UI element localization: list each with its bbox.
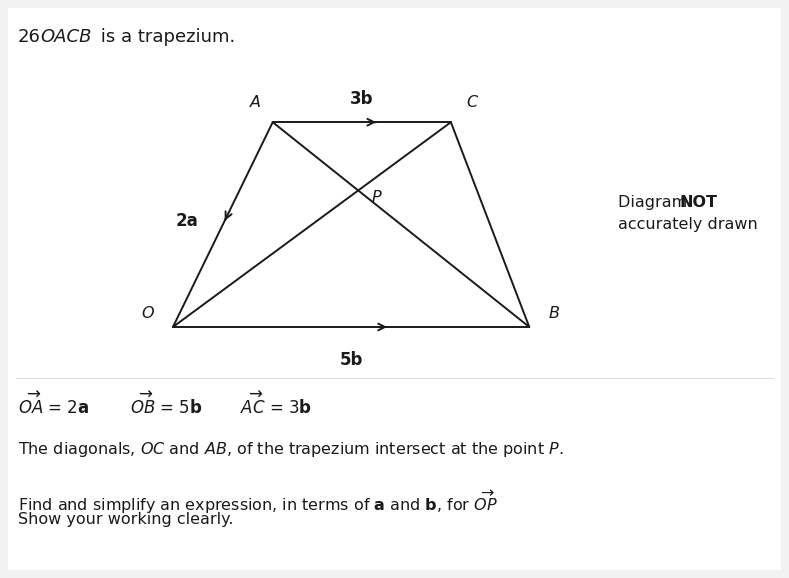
Text: The diagonals, $OC$ and $AB$, of the trapezium intersect at the point $P$.: The diagonals, $OC$ and $AB$, of the tra… xyxy=(18,440,563,459)
Text: B: B xyxy=(548,306,559,321)
Text: P: P xyxy=(372,190,381,205)
Text: 3b: 3b xyxy=(350,90,373,108)
Text: Show your working clearly.: Show your working clearly. xyxy=(18,512,234,527)
Text: $\overrightarrow{AC}$ = 3$\mathbf{b}$: $\overrightarrow{AC}$ = 3$\mathbf{b}$ xyxy=(240,392,312,418)
Text: Find and simplify an expression, in terms of $\mathbf{a}$ and $\mathbf{b}$, for : Find and simplify an expression, in term… xyxy=(18,488,498,516)
Text: A: A xyxy=(249,95,260,110)
Text: is a trapezium.: is a trapezium. xyxy=(95,28,235,46)
Text: OACB: OACB xyxy=(40,28,92,46)
Text: C: C xyxy=(466,95,478,110)
Text: 2a: 2a xyxy=(176,212,199,230)
Text: $\overrightarrow{OA}$ = 2$\mathbf{a}$: $\overrightarrow{OA}$ = 2$\mathbf{a}$ xyxy=(18,392,89,418)
Text: Diagram: Diagram xyxy=(618,195,693,210)
Text: accurately drawn: accurately drawn xyxy=(618,217,757,232)
Text: O: O xyxy=(142,306,155,321)
Text: 26: 26 xyxy=(18,28,41,46)
Text: $\overrightarrow{OB}$ = 5$\mathbf{b}$: $\overrightarrow{OB}$ = 5$\mathbf{b}$ xyxy=(130,392,203,418)
Text: NOT: NOT xyxy=(680,195,718,210)
Text: 5b: 5b xyxy=(339,351,363,369)
FancyBboxPatch shape xyxy=(8,8,781,570)
